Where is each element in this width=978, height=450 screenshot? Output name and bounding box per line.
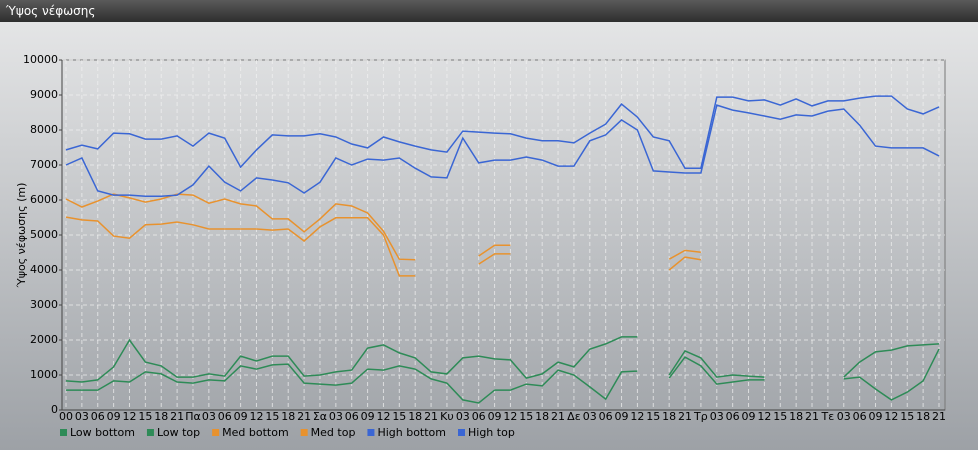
legend-swatch [212, 429, 220, 436]
x-tick-label: 12 [122, 410, 136, 423]
x-tick-label: 03 [837, 410, 851, 423]
x-tick-label: 12 [376, 410, 390, 423]
x-tick-label: 06 [726, 410, 740, 423]
legend-swatch [367, 429, 375, 436]
y-tick-label: 8000 [30, 123, 58, 136]
series-line [65, 193, 701, 261]
x-tick-label: 06 [599, 410, 613, 423]
x-tick-label: 03 [456, 410, 470, 423]
x-tick-label: 09 [107, 410, 121, 423]
x-tick-label: 06 [345, 410, 359, 423]
x-tick-label: 09 [742, 410, 756, 423]
legend-label: High bottom [377, 426, 446, 439]
x-tick-label: 12 [757, 410, 771, 423]
x-tick-label: 21 [297, 410, 311, 423]
x-tick-label: 06 [853, 410, 867, 423]
series-line [65, 95, 940, 169]
x-tick-label: 15 [265, 410, 279, 423]
x-tick-label: 15 [519, 410, 533, 423]
legend-swatch [300, 429, 308, 436]
x-tick-label: 12 [884, 410, 898, 423]
x-tick-label: 03 [202, 410, 216, 423]
x-tick-label: 06 [472, 410, 486, 423]
x-tick-label: 03 [710, 410, 724, 423]
x-tick-label: 18 [789, 410, 803, 423]
x-tick-label: Τρ [693, 410, 708, 423]
legend-label: High top [468, 426, 515, 439]
series-line [65, 336, 940, 383]
x-tick-label: 18 [408, 410, 422, 423]
x-tick-label: 18 [535, 410, 549, 423]
x-tick-label: 09 [488, 410, 502, 423]
panel [0, 22, 978, 450]
y-tick-label: 0 [51, 403, 58, 416]
y-tick-label: 6000 [30, 193, 58, 206]
x-tick-label: 15 [392, 410, 406, 423]
x-tick-label: Σα [313, 410, 327, 423]
window-title: Ύψος νέφωσης [0, 0, 978, 22]
y-tick-label: 1000 [30, 368, 58, 381]
x-tick-label: 21 [805, 410, 819, 423]
y-tick-label: 5000 [30, 228, 58, 241]
series-line [66, 348, 940, 404]
x-tick-label: 03 [75, 410, 89, 423]
x-tick-label: 06 [218, 410, 232, 423]
x-tick-label: 09 [234, 410, 248, 423]
y-tick-label: 7000 [30, 158, 58, 171]
x-tick-label: 06 [91, 410, 105, 423]
x-tick-label: Κυ [440, 410, 454, 423]
x-tick-label: 09 [615, 410, 629, 423]
x-tick-label: 15 [900, 410, 914, 423]
x-tick-label: 03 [583, 410, 597, 423]
legend-swatch [60, 429, 67, 436]
x-tick-label: 15 [138, 410, 152, 423]
x-tick-label: 18 [154, 410, 168, 423]
series-line [65, 104, 940, 197]
legend-swatch [146, 429, 154, 436]
x-tick-label: Δε [567, 410, 581, 423]
y-tick-label: 10000 [23, 53, 58, 66]
y-tick-label: 3000 [30, 298, 58, 311]
x-tick-label: 21 [551, 410, 565, 423]
x-tick-label: 21 [170, 410, 184, 423]
x-tick-label: Τε [821, 410, 835, 423]
x-tick-label: 15 [773, 410, 787, 423]
x-tick-label: 09 [869, 410, 883, 423]
y-tick-label: 9000 [30, 88, 58, 101]
chart: Ύψος νέφωσης (m) 0 1000 2000 3000 4000 5000 60… [0, 22, 978, 450]
x-tick-label: 21 [932, 410, 946, 423]
x-tick-label: 21 [678, 410, 692, 423]
x-tick-label: 12 [503, 410, 517, 423]
x-tick-label: 21 [424, 410, 438, 423]
x-tick-label: 18 [662, 410, 676, 423]
legend-swatch [458, 429, 465, 436]
x-tick-label: 18 [916, 410, 930, 423]
y-tick-label: 2000 [30, 333, 58, 346]
y-axis-label: Ύψος νέφωσης (m) [15, 183, 28, 289]
legend-label: Low top [157, 426, 200, 439]
x-tick-label: 15 [646, 410, 660, 423]
legend-label: Med top [311, 426, 356, 439]
x-tick-label: 12 [630, 410, 644, 423]
legend-label: Low bottom [70, 426, 135, 439]
x-tick-label: Πα [185, 410, 201, 423]
y-tick-label: 4000 [30, 263, 58, 276]
x-tick-label: 18 [281, 410, 295, 423]
series-line [65, 216, 702, 277]
x-tick-label: 12 [249, 410, 263, 423]
x-tick-label: 00 [59, 410, 73, 423]
legend-label: Med bottom [222, 426, 289, 439]
x-tick-label: 09 [361, 410, 375, 423]
x-tick-label: 03 [329, 410, 343, 423]
